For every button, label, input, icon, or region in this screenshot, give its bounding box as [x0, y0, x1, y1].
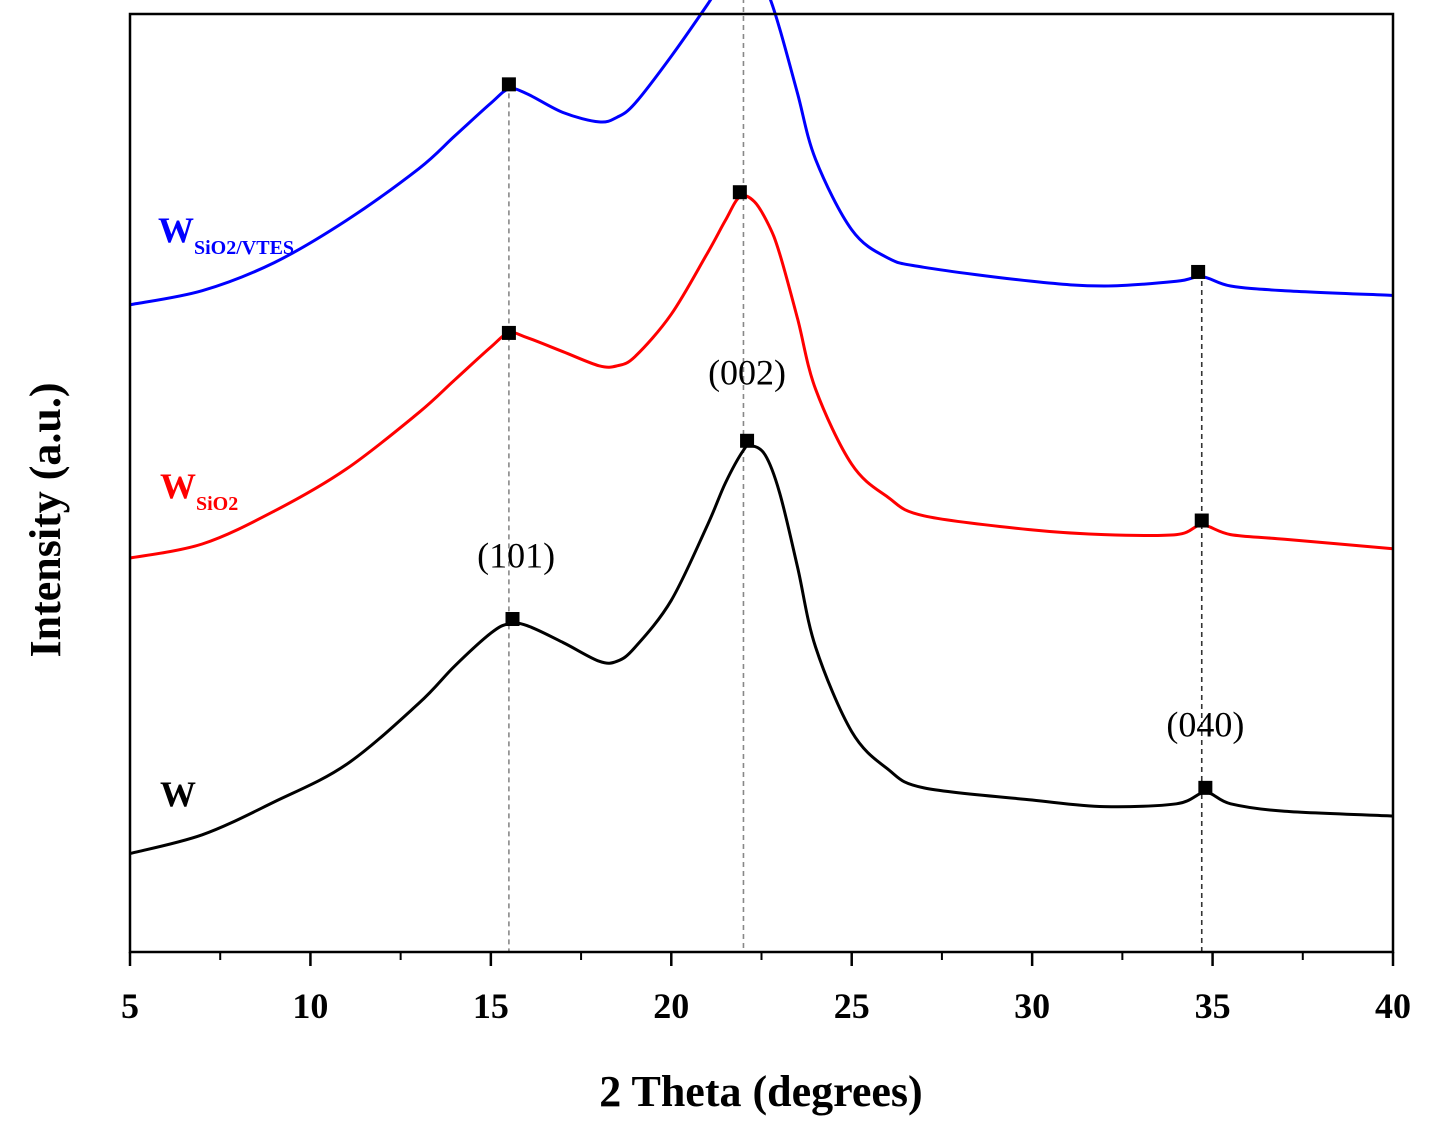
x-tick-label: 40 [1375, 986, 1411, 1026]
x-tick-label: 20 [653, 986, 689, 1026]
x-tick-label: 30 [1014, 986, 1050, 1026]
x-axis-title: 2 Theta (degrees) [599, 1067, 922, 1116]
series-curves [129, 0, 1394, 855]
y-axis-title: Intensity (a.u.) [21, 382, 70, 657]
peak-marker [501, 77, 516, 92]
x-tick-label: 10 [292, 986, 328, 1026]
reference-lines [508, 0, 1203, 952]
peak-marker [1191, 264, 1206, 279]
series-label-1: WSiO2 [160, 466, 238, 515]
x-tick-label: 15 [473, 986, 509, 1026]
x-tick-label: 5 [121, 986, 139, 1026]
series-label-2: WSiO2/VTES [158, 210, 294, 259]
series-label-0: W [160, 774, 196, 814]
peak-marker [501, 325, 516, 340]
x-tick-label: 25 [834, 986, 870, 1026]
x-axis-ticks: 5 10 15 20 25 30 35 40 [121, 952, 1411, 1026]
series-label-main: W [160, 466, 196, 506]
series-line-0 [129, 443, 1394, 855]
series-line-1 [129, 194, 1394, 560]
peak-annotation: (002) [708, 353, 786, 393]
peak-annotation: (101) [477, 535, 555, 575]
series-label-sub: SiO2/VTES [194, 237, 294, 259]
peak-marker [1194, 513, 1209, 528]
peak-annotations: (101) (002) (040) [477, 353, 1244, 745]
peak-marker [1198, 780, 1213, 795]
plot-frame [128, 12, 1395, 954]
series-label-main: W [160, 774, 196, 814]
x-tick-label: 35 [1195, 986, 1231, 1026]
peak-annotation: (040) [1166, 704, 1244, 744]
peak-marker [505, 612, 520, 627]
series-line-2 [129, 0, 1394, 307]
series-label-main: W [158, 210, 194, 250]
peak-marker [740, 433, 755, 448]
series-label-sub: SiO2 [196, 493, 238, 515]
peak-markers [501, 77, 1213, 795]
peak-marker [732, 185, 747, 200]
